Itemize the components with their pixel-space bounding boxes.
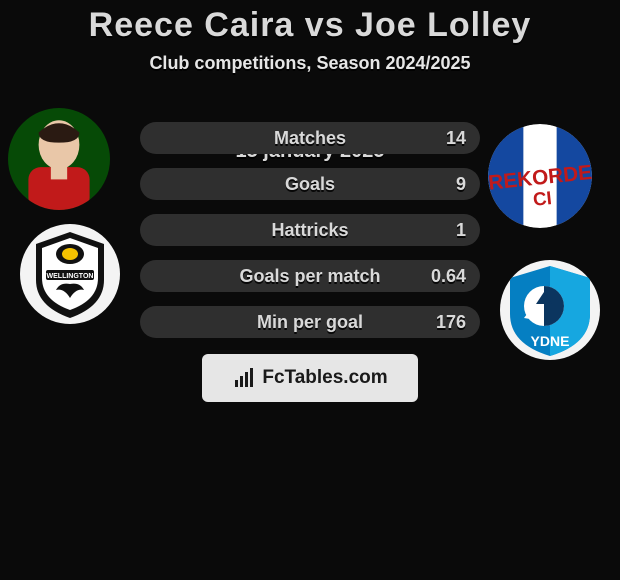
stat-row: Goals per match 0.64 [140, 260, 480, 292]
sponsor-text-2: CI [532, 187, 553, 210]
stat-row: Hattricks 1 [140, 214, 480, 246]
stat-value: 9 [456, 174, 466, 195]
watermark-text: FcTables.com [262, 367, 387, 389]
stat-value: 0.64 [431, 266, 466, 287]
watermark-badge: FcTables.com [202, 354, 418, 402]
stat-row: Goals 9 [140, 168, 480, 200]
stat-label: Matches [274, 128, 346, 149]
chart-icon [232, 366, 256, 390]
stat-value: 1 [456, 220, 466, 241]
stat-label: Min per goal [257, 312, 363, 333]
player-right-avatar: REKORDE CI [488, 124, 592, 228]
stat-value: 14 [446, 128, 466, 149]
club-right-logo: YDNE [500, 260, 600, 360]
club-left-name: WELLINGTON [47, 273, 94, 280]
stat-label: Goals per match [239, 266, 380, 287]
stat-row: Min per goal 176 [140, 306, 480, 338]
shield-icon: YDNE [500, 260, 600, 360]
shield-icon: WELLINGTON [20, 224, 120, 324]
player-left-avatar [8, 108, 110, 210]
stat-label: Hattricks [271, 220, 348, 241]
page-title: Reece Caira vs Joe Lolley [0, 0, 620, 45]
stat-value: 176 [436, 312, 466, 333]
stat-row: Matches 14 [140, 122, 480, 154]
person-icon [8, 108, 110, 210]
jersey-icon: REKORDE CI [488, 124, 592, 228]
page-subtitle: Club competitions, Season 2024/2025 [0, 53, 620, 74]
stat-label: Goals [285, 174, 335, 195]
club-left-logo: WELLINGTON [20, 224, 120, 324]
club-right-name: YDNE [531, 333, 570, 349]
